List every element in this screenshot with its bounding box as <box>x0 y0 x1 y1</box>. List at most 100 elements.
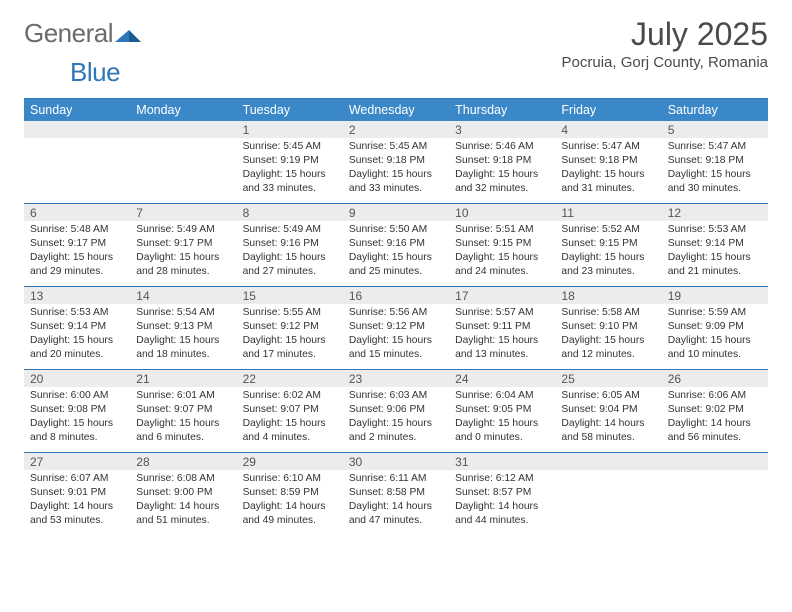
day-number: 3 <box>449 121 555 138</box>
sunset-line: Sunset: 9:16 PM <box>349 237 443 251</box>
sunset-line: Sunset: 9:13 PM <box>136 320 230 334</box>
sunrise-line: Sunrise: 6:07 AM <box>30 472 124 486</box>
day-cell: 14Sunrise: 5:54 AMSunset: 9:13 PMDayligh… <box>130 287 236 369</box>
day-details: Sunrise: 6:05 AMSunset: 9:04 PMDaylight:… <box>555 387 661 449</box>
day-cell: 15Sunrise: 5:55 AMSunset: 9:12 PMDayligh… <box>237 287 343 369</box>
day-details: Sunrise: 5:48 AMSunset: 9:17 PMDaylight:… <box>24 221 130 283</box>
week-row: 13Sunrise: 5:53 AMSunset: 9:14 PMDayligh… <box>24 286 768 369</box>
sunrise-line: Sunrise: 5:48 AM <box>30 223 124 237</box>
day-number <box>130 121 236 138</box>
sunrise-line: Sunrise: 5:57 AM <box>455 306 549 320</box>
day-details: Sunrise: 5:51 AMSunset: 9:15 PMDaylight:… <box>449 221 555 283</box>
sunset-line: Sunset: 9:01 PM <box>30 486 124 500</box>
sunset-line: Sunset: 9:10 PM <box>561 320 655 334</box>
sunrise-line: Sunrise: 5:49 AM <box>136 223 230 237</box>
daylight-line: Daylight: 15 hours and 0 minutes. <box>455 417 549 445</box>
sunrise-line: Sunrise: 6:08 AM <box>136 472 230 486</box>
empty-cell <box>555 453 661 535</box>
day-cell: 30Sunrise: 6:11 AMSunset: 8:58 PMDayligh… <box>343 453 449 535</box>
empty-cell <box>662 453 768 535</box>
day-number: 13 <box>24 287 130 304</box>
day-number: 4 <box>555 121 661 138</box>
day-details: Sunrise: 6:01 AMSunset: 9:07 PMDaylight:… <box>130 387 236 449</box>
sunset-line: Sunset: 9:17 PM <box>136 237 230 251</box>
sunset-line: Sunset: 9:09 PM <box>668 320 762 334</box>
sunset-line: Sunset: 9:15 PM <box>455 237 549 251</box>
sunrise-line: Sunrise: 6:05 AM <box>561 389 655 403</box>
sunset-line: Sunset: 9:05 PM <box>455 403 549 417</box>
sunset-line: Sunset: 9:07 PM <box>243 403 337 417</box>
day-details: Sunrise: 6:00 AMSunset: 9:08 PMDaylight:… <box>24 387 130 449</box>
day-cell: 1Sunrise: 5:45 AMSunset: 9:19 PMDaylight… <box>237 121 343 203</box>
daylight-line: Daylight: 14 hours and 58 minutes. <box>561 417 655 445</box>
day-details: Sunrise: 5:52 AMSunset: 9:15 PMDaylight:… <box>555 221 661 283</box>
day-number: 22 <box>237 370 343 387</box>
sunrise-line: Sunrise: 5:56 AM <box>349 306 443 320</box>
sunrise-line: Sunrise: 5:46 AM <box>455 140 549 154</box>
daylight-line: Daylight: 15 hours and 33 minutes. <box>243 168 337 196</box>
day-cell: 23Sunrise: 6:03 AMSunset: 9:06 PMDayligh… <box>343 370 449 452</box>
daylight-line: Daylight: 15 hours and 17 minutes. <box>243 334 337 362</box>
day-number: 1 <box>237 121 343 138</box>
day-details: Sunrise: 6:02 AMSunset: 9:07 PMDaylight:… <box>237 387 343 449</box>
day-details: Sunrise: 5:53 AMSunset: 9:14 PMDaylight:… <box>662 221 768 283</box>
day-cell: 7Sunrise: 5:49 AMSunset: 9:17 PMDaylight… <box>130 204 236 286</box>
day-cell: 26Sunrise: 6:06 AMSunset: 9:02 PMDayligh… <box>662 370 768 452</box>
day-details <box>555 470 661 476</box>
day-number: 8 <box>237 204 343 221</box>
sunrise-line: Sunrise: 5:45 AM <box>243 140 337 154</box>
day-number: 14 <box>130 287 236 304</box>
sunrise-line: Sunrise: 6:02 AM <box>243 389 337 403</box>
sunset-line: Sunset: 9:19 PM <box>243 154 337 168</box>
daylight-line: Daylight: 15 hours and 20 minutes. <box>30 334 124 362</box>
day-cell: 29Sunrise: 6:10 AMSunset: 8:59 PMDayligh… <box>237 453 343 535</box>
week-row: 1Sunrise: 5:45 AMSunset: 9:19 PMDaylight… <box>24 121 768 203</box>
day-header-wednesday: Wednesday <box>343 99 449 121</box>
sunrise-line: Sunrise: 6:10 AM <box>243 472 337 486</box>
day-details: Sunrise: 5:45 AMSunset: 9:18 PMDaylight:… <box>343 138 449 200</box>
sunrise-line: Sunrise: 5:58 AM <box>561 306 655 320</box>
day-details: Sunrise: 5:46 AMSunset: 9:18 PMDaylight:… <box>449 138 555 200</box>
day-details: Sunrise: 6:06 AMSunset: 9:02 PMDaylight:… <box>662 387 768 449</box>
sunset-line: Sunset: 9:11 PM <box>455 320 549 334</box>
day-details <box>24 138 130 144</box>
day-details <box>130 138 236 144</box>
day-number: 25 <box>555 370 661 387</box>
daylight-line: Daylight: 15 hours and 27 minutes. <box>243 251 337 279</box>
sunrise-line: Sunrise: 5:47 AM <box>561 140 655 154</box>
day-number: 5 <box>662 121 768 138</box>
day-details: Sunrise: 6:08 AMSunset: 9:00 PMDaylight:… <box>130 470 236 532</box>
day-cell: 11Sunrise: 5:52 AMSunset: 9:15 PMDayligh… <box>555 204 661 286</box>
day-header-tuesday: Tuesday <box>237 99 343 121</box>
sunrise-line: Sunrise: 6:01 AM <box>136 389 230 403</box>
day-cell: 24Sunrise: 6:04 AMSunset: 9:05 PMDayligh… <box>449 370 555 452</box>
day-details: Sunrise: 5:55 AMSunset: 9:12 PMDaylight:… <box>237 304 343 366</box>
day-header-thursday: Thursday <box>449 99 555 121</box>
day-number: 17 <box>449 287 555 304</box>
day-cell: 4Sunrise: 5:47 AMSunset: 9:18 PMDaylight… <box>555 121 661 203</box>
day-details: Sunrise: 5:58 AMSunset: 9:10 PMDaylight:… <box>555 304 661 366</box>
sunrise-line: Sunrise: 5:45 AM <box>349 140 443 154</box>
day-number: 27 <box>24 453 130 470</box>
day-cell: 9Sunrise: 5:50 AMSunset: 9:16 PMDaylight… <box>343 204 449 286</box>
day-details: Sunrise: 5:47 AMSunset: 9:18 PMDaylight:… <box>555 138 661 200</box>
day-number: 30 <box>343 453 449 470</box>
daylight-line: Daylight: 15 hours and 29 minutes. <box>30 251 124 279</box>
empty-cell <box>24 121 130 203</box>
sunset-line: Sunset: 9:08 PM <box>30 403 124 417</box>
day-details: Sunrise: 6:10 AMSunset: 8:59 PMDaylight:… <box>237 470 343 532</box>
day-number: 16 <box>343 287 449 304</box>
day-details: Sunrise: 5:49 AMSunset: 9:16 PMDaylight:… <box>237 221 343 283</box>
day-header-sunday: Sunday <box>24 99 130 121</box>
day-cell: 3Sunrise: 5:46 AMSunset: 9:18 PMDaylight… <box>449 121 555 203</box>
daylight-line: Daylight: 15 hours and 4 minutes. <box>243 417 337 445</box>
day-number <box>555 453 661 470</box>
day-details: Sunrise: 5:47 AMSunset: 9:18 PMDaylight:… <box>662 138 768 200</box>
sunset-line: Sunset: 9:18 PM <box>349 154 443 168</box>
day-number: 2 <box>343 121 449 138</box>
day-header-monday: Monday <box>130 99 236 121</box>
day-details: Sunrise: 6:04 AMSunset: 9:05 PMDaylight:… <box>449 387 555 449</box>
daylight-line: Daylight: 15 hours and 33 minutes. <box>349 168 443 196</box>
day-details: Sunrise: 5:45 AMSunset: 9:19 PMDaylight:… <box>237 138 343 200</box>
day-details: Sunrise: 6:12 AMSunset: 8:57 PMDaylight:… <box>449 470 555 532</box>
